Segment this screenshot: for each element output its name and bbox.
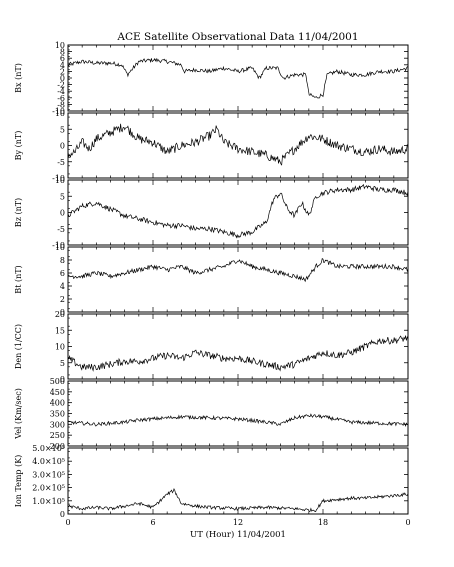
y-tick-label: 15: [55, 326, 65, 335]
panel-5: 0 5 10 15 20 Den (1/CC): [14, 310, 409, 384]
y-tick-label: 0: [60, 74, 65, 83]
series-line: [67, 183, 409, 239]
y-tick-label: -8: [57, 100, 65, 109]
series-line: [67, 413, 409, 428]
panel-frame: [67, 179, 409, 246]
panel-frame: [67, 447, 409, 515]
x-tick-label: 0: [405, 518, 410, 527]
y-tick-label: -10: [52, 241, 65, 250]
y-tick-label: 2.0×10⁵: [32, 484, 65, 493]
y-tick-label: 6: [60, 269, 65, 278]
x-tick-label: 6: [150, 518, 155, 527]
y-axis-label: Bz (nT): [14, 198, 23, 227]
panel-2: -10 -5 0 5 10 By (nT): [14, 109, 409, 183]
panel-frame: [67, 246, 409, 313]
y-tick-label: 10: [55, 176, 65, 185]
x-tick-label: 18: [318, 518, 328, 527]
y-tick-label: 8: [60, 256, 65, 265]
y-tick-label: 200: [50, 442, 65, 451]
panel-4: 0 2 4 6 8 10 Bt (nT): [14, 243, 409, 317]
y-tick-label: 350: [50, 410, 65, 419]
y-axis-label: Vel (Km/sec): [14, 388, 23, 440]
series-line: [67, 487, 409, 513]
y-tick-label: 450: [50, 388, 65, 397]
chart-title: ACE Satellite Observational Data 11/04/2…: [116, 31, 358, 43]
y-axis-label: Den (1/CC): [14, 324, 23, 369]
y-tick-label: -5: [57, 225, 65, 234]
y-tick-label: 20: [55, 310, 65, 319]
y-axis-label: By (nT): [14, 131, 23, 161]
panel-7: 0 1.0×10⁵ 2.0×10⁵ 3.0×10⁵ 4.0×10⁵ 5.0×10⁵ Ion …: [14, 444, 409, 519]
y-tick-label: -4: [57, 87, 65, 96]
y-tick-label: 4: [60, 282, 65, 291]
y-tick-label: 5: [60, 359, 65, 368]
y-tick-label: 2: [60, 67, 65, 76]
y-tick-label: -10: [52, 174, 65, 183]
x-tick-label: 0: [65, 518, 70, 527]
x-axis-label: UT (Hour) 11/04/2001: [190, 529, 286, 540]
x-tick-label: 12: [233, 518, 243, 527]
y-tick-label: -2: [57, 81, 65, 90]
y-tick-label: 6: [60, 54, 65, 63]
y-tick-label: 0: [60, 308, 65, 317]
y-tick-label: 8: [60, 48, 65, 57]
panel-frame: [67, 313, 409, 380]
y-tick-label: 10: [55, 41, 65, 50]
series-line: [67, 123, 409, 166]
y-tick-label: 4.0×10⁵: [32, 457, 65, 466]
y-tick-label: 4: [60, 61, 65, 70]
y-tick-label: 10: [55, 109, 65, 118]
y-tick-label: -5: [57, 158, 65, 167]
y-tick-label: -10: [52, 107, 65, 116]
y-tick-label: 5.0×10⁵: [32, 444, 65, 453]
panel-frame: [67, 44, 409, 112]
y-axis-label: Bt (nT): [14, 265, 23, 293]
series-line: [67, 258, 409, 283]
y-tick-label: -6: [57, 94, 65, 103]
y-tick-label: 400: [50, 399, 65, 408]
y-tick-label: 10: [55, 243, 65, 252]
panel-frame: [67, 112, 409, 179]
series-line: [67, 335, 409, 372]
y-tick-label: 300: [50, 420, 65, 429]
y-tick-label: 10: [55, 343, 65, 352]
y-tick-label: 0: [60, 142, 65, 151]
y-tick-label: 5: [60, 192, 65, 201]
y-axis-label: Bx (nT): [14, 63, 23, 93]
y-tick-label: 1.0×10⁵: [32, 497, 65, 506]
y-tick-label: 5: [60, 125, 65, 134]
y-tick-label: 3.0×10⁵: [32, 470, 65, 479]
x-tick-labels: 0 6 12 18 0: [65, 518, 410, 527]
y-tick-label: 0: [60, 209, 65, 218]
y-tick-label: 0: [60, 510, 65, 519]
panel-3: -10 -5 0 5 10 Bz (nT): [14, 176, 409, 250]
panel-frame: [67, 380, 409, 447]
y-tick-label: 2: [60, 295, 65, 304]
y-tick-label: 500: [50, 377, 65, 386]
series-line: [67, 57, 409, 99]
y-tick-label: 250: [50, 431, 65, 440]
y-tick-label: 0: [60, 375, 65, 384]
y-axis-label: Ion Temp (K): [14, 455, 23, 508]
